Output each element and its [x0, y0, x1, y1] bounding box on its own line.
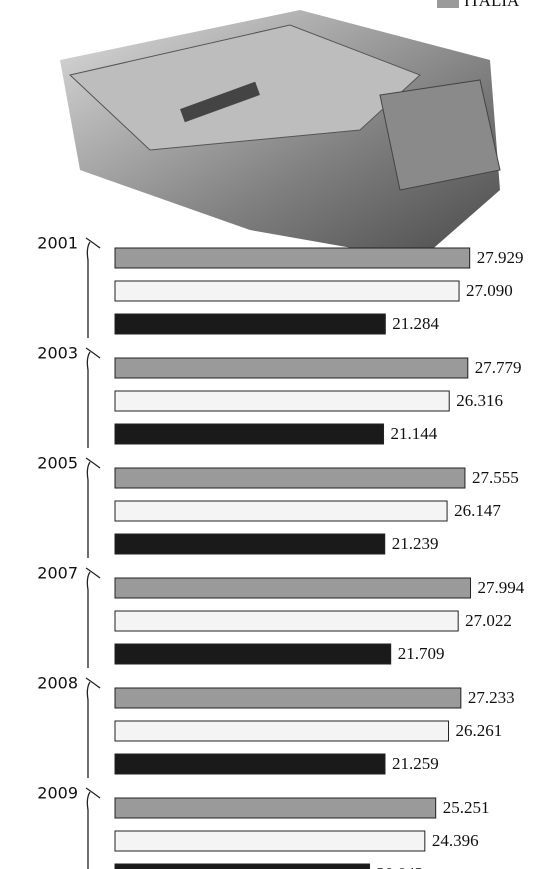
money-illustration: [60, 10, 500, 260]
value-label: 27.555: [472, 468, 519, 487]
chart: ITALIA 2001 27.929 27.090 21.284 2003 27.779 26…: [0, 0, 547, 869]
bar: [115, 688, 461, 708]
bar: [115, 468, 465, 488]
value-label: 27.929: [477, 248, 524, 267]
brace: [86, 678, 100, 778]
value-label: 20.043: [377, 864, 424, 869]
year-label: 2007: [37, 564, 78, 583]
bar: [115, 721, 449, 741]
value-label: 27.022: [465, 611, 512, 630]
brace: [86, 348, 100, 448]
bar: [115, 611, 458, 631]
value-label: 27.090: [466, 281, 513, 300]
bar: [115, 281, 459, 301]
bar: [115, 578, 471, 598]
year-label: 2005: [37, 454, 78, 473]
value-label: 24.396: [432, 831, 479, 850]
brace: [86, 788, 100, 869]
value-label: 26.261: [456, 721, 503, 740]
brace: [86, 568, 100, 668]
year-label: 2003: [37, 344, 78, 363]
bar: [115, 501, 447, 521]
bar: [115, 798, 436, 818]
year-label: 2001: [37, 234, 78, 253]
bar: [115, 248, 470, 268]
bar: [115, 644, 391, 664]
bar: [115, 754, 385, 774]
value-label: 21.239: [392, 534, 439, 553]
brace: [86, 238, 100, 338]
bar: [115, 534, 385, 554]
value-label: 21.144: [391, 424, 438, 443]
value-label: 27.994: [478, 578, 525, 597]
value-label: 25.251: [443, 798, 490, 817]
brace: [86, 458, 100, 558]
bar: [115, 391, 449, 411]
value-label: 21.259: [392, 754, 439, 773]
year-label: 2009: [37, 784, 78, 803]
bar: [115, 358, 468, 378]
bar: [115, 424, 384, 444]
bar: [115, 864, 370, 869]
value-label: 21.709: [398, 644, 445, 663]
legend-label: ITALIA: [464, 0, 520, 10]
legend-swatch: [437, 0, 459, 8]
value-label: 27.233: [468, 688, 515, 707]
value-label: 27.779: [475, 358, 522, 377]
value-label: 26.316: [456, 391, 503, 410]
bar: [115, 831, 425, 851]
bar: [115, 314, 385, 334]
year-label: 2008: [37, 674, 78, 693]
value-label: 21.284: [392, 314, 439, 333]
value-label: 26.147: [454, 501, 501, 520]
